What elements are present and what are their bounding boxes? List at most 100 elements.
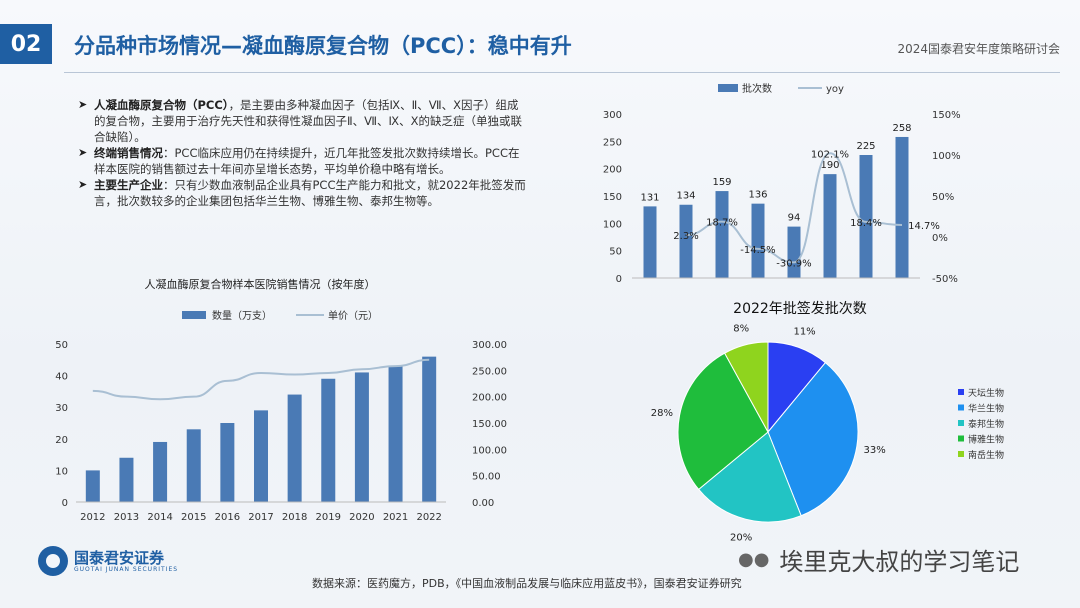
bullet-item: ➤ 人凝血酶原复合物（PCC），是主要由多种凝血因子（包括Ⅸ、Ⅱ、Ⅶ、Ⅹ因子）组… xyxy=(76,97,526,145)
y2-tick-label: 100.00 xyxy=(472,445,507,456)
bar xyxy=(643,206,657,278)
wechat-icon: ●● xyxy=(738,549,770,570)
y2-tick-label: 200.00 xyxy=(472,393,507,404)
y-tick-label: 0 xyxy=(62,498,68,509)
pie-value-label: 8% xyxy=(733,323,749,334)
yoy-value-label: 18.4% xyxy=(850,218,882,229)
bar-value-label: 134 xyxy=(676,191,695,202)
y-tick-label: 0 xyxy=(616,274,622,285)
data-source: 数据来源：医药魔方，PDB，《中国血液制品发展与临床应用蓝皮书》，国泰君安证券研… xyxy=(312,577,742,590)
company-logo: 国泰君安证券 GUOTAI JUNAN SECURITIES xyxy=(38,546,178,576)
x-tick-label: 2015 xyxy=(181,512,206,523)
yoy-line xyxy=(685,152,903,264)
chart-title: 人凝血酶原复合物样本医院销售情况（按年度） xyxy=(145,277,376,291)
bar xyxy=(153,441,168,502)
legend-label: 泰邦生物 xyxy=(968,418,1004,430)
bar-value-label: 258 xyxy=(892,123,911,134)
y-tick-label: 20 xyxy=(55,435,68,446)
y-tick-label: 10 xyxy=(55,466,68,477)
y-tick-label: 40 xyxy=(55,372,68,383)
x-tick-label: 2012 xyxy=(80,512,105,523)
y-tick-label: 50 xyxy=(609,247,622,258)
legend-label: 单价（元） xyxy=(328,310,378,322)
logo-name: 国泰君安证券 xyxy=(74,548,165,567)
y-tick-label: 300 xyxy=(603,110,622,121)
x-tick-label: 2014 xyxy=(147,512,172,523)
x-tick-label: 2013 xyxy=(114,512,139,523)
legend-label: 博雅生物 xyxy=(968,434,1004,446)
bar xyxy=(679,204,693,278)
bullet-text: ：PCC临床应用仍在持续提升，近几年批签发批次数持续增长。PCC在样本医院的销售… xyxy=(94,146,520,176)
bullet-list: ➤ 人凝血酶原复合物（PCC），是主要由多种凝血因子（包括Ⅸ、Ⅱ、Ⅶ、Ⅹ因子）组… xyxy=(76,97,526,209)
legend-label: 数量（万支） xyxy=(212,309,272,322)
legend-swatch xyxy=(958,404,964,411)
x-tick-label: 2017 xyxy=(248,512,273,523)
yoy-value-label: 102.1% xyxy=(811,149,849,160)
pie-value-label: 11% xyxy=(793,326,815,337)
batch-count-chart: 批次数 yoy 0 50 100 150 200 250 300 -50% 0% 50% 100% 150… xyxy=(603,82,961,285)
legend-swatch xyxy=(958,451,964,457)
bullet-item: ➤ 终端销售情况：PCC临床应用仍在持续提升，近几年批签发批次数持续增长。PCC… xyxy=(76,145,526,177)
bar xyxy=(859,155,873,278)
page-title: 分品种市场情况—凝血酶原复合物（PCC）：稳中有升 xyxy=(74,34,572,58)
bullet-heading: 终端销售情况 xyxy=(94,146,163,160)
y2-tick-label: 50.00 xyxy=(472,472,501,483)
x-tick-label: 2021 xyxy=(383,512,408,523)
watermark-text: 埃里克大叔的学习笔记 xyxy=(779,548,1020,576)
batch-share-pie-chart: 2022年批签发批次数 11% 33% 20% 28% 8% 天坛生物华兰生物泰邦生物博雅生… xyxy=(651,300,1004,542)
bar xyxy=(751,203,765,278)
bar-value-label: 190 xyxy=(820,160,839,171)
arrow-icon: ➤ xyxy=(78,98,88,111)
legend-swatch xyxy=(958,435,964,442)
y2-tick-label: 150.00 xyxy=(472,419,507,430)
legend-swatch-bar xyxy=(182,311,206,319)
bar xyxy=(422,356,437,502)
bar-value-label: 159 xyxy=(712,177,731,188)
pie-value-label: 28% xyxy=(651,408,673,419)
legend-label: 批次数 xyxy=(742,82,772,95)
x-tick-label: 2020 xyxy=(349,512,374,523)
bar xyxy=(787,226,801,278)
arrow-icon: ➤ xyxy=(78,178,88,191)
bar xyxy=(85,470,100,502)
x-tick-label: 2022 xyxy=(416,512,441,523)
section-number: 02 xyxy=(0,24,52,64)
bar xyxy=(388,366,403,502)
hospital-sales-chart: 人凝血酶原复合物样本医院销售情况（按年度） 数量（万支） 单价（元） 0 10 20 30 4… xyxy=(55,277,507,523)
y-tick-label: 250 xyxy=(603,137,622,148)
y-tick-label: 150 xyxy=(603,192,622,203)
y2-tick-label: 250.00 xyxy=(472,366,507,377)
y2-tick-label: 50% xyxy=(932,192,954,203)
logo-subtitle: GUOTAI JUNAN SECURITIES xyxy=(74,565,179,573)
chart-title: 2022年批签发批次数 xyxy=(733,300,867,317)
pie-slice xyxy=(677,352,769,491)
pie-value-label: 33% xyxy=(864,445,886,456)
price-line xyxy=(92,358,430,401)
legend-label: 南岳生物 xyxy=(968,449,1004,461)
watermark: ●● 埃里克大叔的学习笔记 xyxy=(738,542,1019,577)
legend-swatch-bar xyxy=(718,84,738,92)
bullet-heading: 人凝血酶原复合物（PCC） xyxy=(94,98,229,112)
bullet-text: ，是主要由多种凝血因子（包括Ⅸ、Ⅱ、Ⅶ、Ⅹ因子）组成的复合物，主要用于治疗先天性… xyxy=(94,98,522,144)
bullet-heading: 主要生产企业 xyxy=(94,178,163,192)
legend-swatch xyxy=(958,389,964,395)
bar xyxy=(823,174,837,278)
yoy-value-label: -14.5% xyxy=(740,245,775,256)
y2-tick-label: 0% xyxy=(932,233,948,244)
yoy-value-label: 18.7% xyxy=(706,218,738,229)
pie-value-label: 20% xyxy=(730,533,752,542)
bullet-text: ：只有少数血液制品企业具有PCC生产能力和批文，就2022年批签发而言，批次数较… xyxy=(94,178,526,208)
bar xyxy=(715,191,729,278)
bar xyxy=(220,423,235,502)
x-tick-label: 2018 xyxy=(282,512,307,523)
bar-value-label: 225 xyxy=(856,141,875,152)
bar-value-label: 131 xyxy=(640,192,659,203)
y2-tick-label: 100% xyxy=(932,151,961,162)
bar xyxy=(321,378,336,502)
x-tick-label: 2016 xyxy=(215,512,240,523)
pie-slice xyxy=(767,361,859,517)
bar xyxy=(895,136,909,278)
conference-label: 2024国泰君安年度策略研讨会 xyxy=(897,42,1060,56)
bar xyxy=(186,429,201,502)
